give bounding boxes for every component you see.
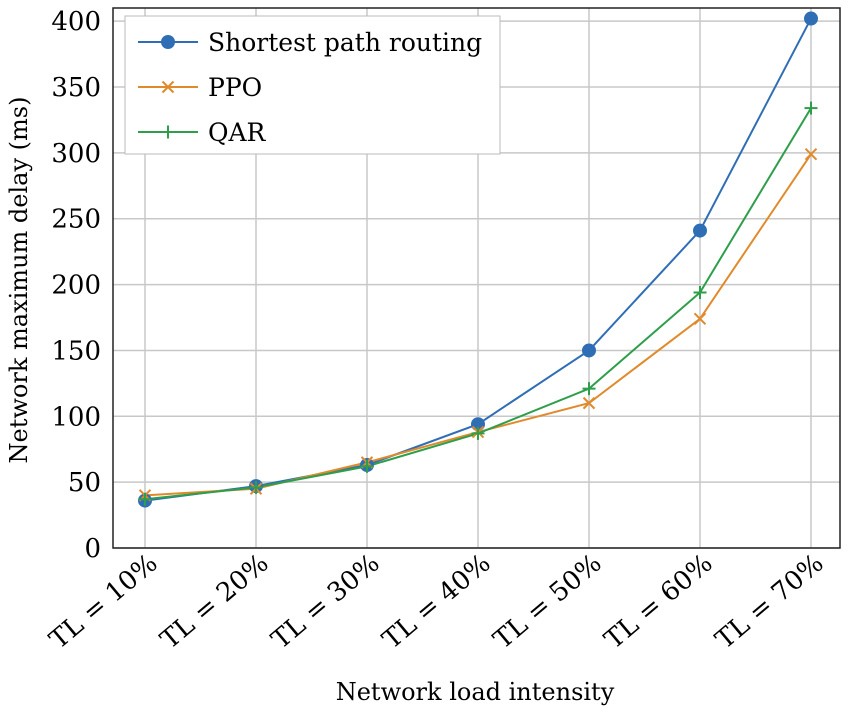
y-tick-label: 250 [51,205,101,235]
data-point [360,459,374,473]
y-tick-label: 400 [51,7,101,37]
legend: Shortest path routing PPO QAR [124,15,501,155]
x-tick-label: TL = 70% [710,548,829,655]
data-point [249,480,263,494]
data-point [582,382,596,396]
data-point [582,343,596,358]
series-group [138,11,818,508]
data-point [804,101,818,115]
plot-area [112,7,841,549]
data-point [161,80,175,94]
legend-label: Shortest path routing [208,28,482,57]
data-point [693,285,707,299]
data-point [138,492,152,506]
data-point [693,312,707,326]
x-tick-label: TL = 40% [377,548,496,655]
x-tick-label: TL = 20% [155,548,274,655]
y-axis-ticks: 0 50 100 150 200 250 300 350 400 [51,7,101,564]
y-tick-label: 100 [51,402,101,432]
legend-label: PPO [208,73,262,102]
x-axis-label: Network load intensity [336,678,615,706]
data-point [804,147,818,161]
x-tick-label: TL = 60% [599,548,718,655]
y-tick-label: 150 [51,336,101,366]
y-axis-label: Network maximum delay (ms) [5,97,33,464]
y-tick-label: 350 [51,73,101,103]
y-tick-label: 0 [84,534,101,564]
legend-label: QAR [208,118,267,147]
x-tick-label: TL = 10% [44,548,163,655]
data-point [693,223,707,238]
data-point [582,396,596,410]
x-tick-label: TL = 30% [266,548,385,655]
x-tick-label: TL = 50% [488,548,607,655]
y-tick-label: 50 [68,468,101,498]
y-tick-label: 200 [51,271,101,301]
data-point [161,125,175,139]
x-axis-ticks: TL = 10%TL = 20%TL = 30%TL = 40%TL = 50%… [44,548,829,655]
data-point [804,11,818,26]
data-point [161,35,175,49]
data-point [471,426,485,440]
y-tick-label: 300 [51,139,101,169]
